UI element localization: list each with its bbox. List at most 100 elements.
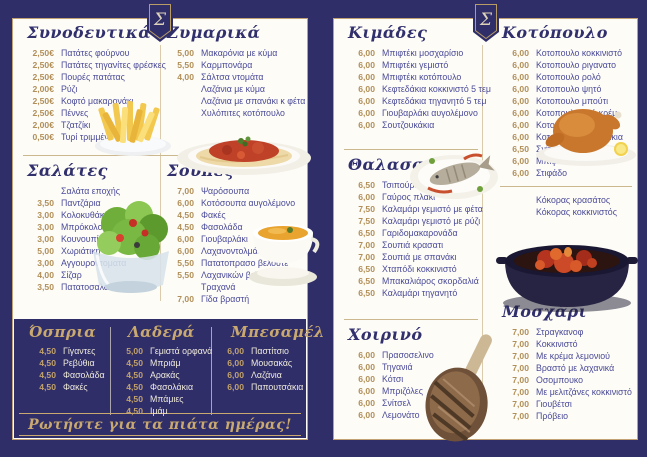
menu-item: 6,00 Λαχανοντολμάδες — [167, 246, 309, 258]
menu-item: 6,00 Γιουβαρλάκι — [167, 234, 309, 246]
section-items-synodeftika: 2,50€ Πατάτες φούρνου 2,50€ Πατάτες τηγανίτ… — [27, 48, 166, 144]
menu-item-label: Οσομπουκο — [536, 375, 584, 385]
menu-item-price: 4,50 — [177, 210, 194, 220]
menu-item-label: Λαζάνια με σπανάκι κ φέτα — [201, 96, 306, 106]
menu-item-price: 6,00 — [358, 374, 375, 384]
menu-item-label: Κουνουπίδι — [61, 234, 106, 244]
section-items-soupes: 7,00 Ψαρόσουπα 6,00 Κοτόσουπα αυγολέμονο 4,5… — [167, 186, 309, 306]
menu-item-label: Κεφτεδάκια τηγανητό 5 τεμ — [382, 96, 487, 106]
section-kotopoulo-extras: Κόκορας κρασάτος Κόκορας κοκκινιστός — [502, 195, 636, 219]
menu-item-price: 6,00 — [177, 234, 194, 244]
menu-item-label: Φασολάδα — [201, 222, 243, 232]
soup-bowl-photo — [245, 197, 321, 289]
section-items-kotopoulo-extras: Κόκορας κρασάτος Κόκορας κοκκινιστός — [502, 195, 636, 219]
sigma-letter: Σ — [153, 10, 167, 30]
menu-item: Κόκορας κοκκινιστός — [502, 207, 636, 219]
menu-item-label: Κοτοπουλο μπούτι — [536, 96, 609, 106]
menu-item-price: 5,00 — [126, 346, 143, 356]
menu-item-price: 4,50 — [39, 358, 56, 368]
bottom-column-divider — [211, 327, 212, 415]
menu-item: Λαζάνια με κύμα — [167, 84, 307, 96]
menu-page-right: Σ Κιμάδες 6,00 Μπιφτέκι μοσχαρίσιο 6,00 Μπι… — [333, 2, 638, 442]
menu-item-price: 4,50 — [177, 222, 194, 232]
menu-item-price: 7,00 — [358, 240, 375, 250]
menu-item-label: Κεφτεδάκια κοκκινιστό 5 τεμ — [382, 84, 491, 94]
menu-item-price: 6,00 — [512, 96, 529, 106]
menu-item-price: 6,00 — [512, 60, 529, 70]
menu-item-label: Γιουβαρλάκι — [201, 234, 248, 244]
menu-item-label: Σίζαρ — [61, 270, 82, 280]
menu-item: 6,00 Σουτζουκάκια — [348, 120, 486, 132]
menu-item-label: Τυρί τριμμένο — [61, 132, 114, 142]
menu-item: 4,00 Σίζαρ — [27, 270, 163, 282]
menu-item: Λαζάνια με σπανάκι κ φέτα — [167, 96, 307, 108]
menu-item-price: 3,00 — [37, 210, 54, 220]
menu-item-label: Κότσι — [382, 374, 404, 384]
menu-item: 3,00 Κουνουπίδι — [27, 234, 163, 246]
menu-item: 4,50 Φακές — [29, 382, 109, 394]
menu-item-label: Με μελιτζάνες κοκκινιστό — [536, 387, 632, 397]
section-items-mosxari: 7,00 Στραγκανοφ 7,00 Κοκκινιστό 7,00 Με κρέμα… — [502, 327, 636, 423]
menu-item-label: Κοφτό μακαρονάκι — [61, 96, 134, 106]
section-title-xoirino: Χοιρινό — [348, 325, 423, 344]
menu-item: 7,00 Με μελιτζάνες κοκκινιστό — [502, 387, 636, 399]
menu-item-price: 4,50 — [126, 406, 143, 416]
french-fries-photo — [93, 99, 173, 157]
bottom-column-divider — [110, 327, 111, 415]
section-title-kotopoulo: Κοτόπουλο — [502, 23, 608, 42]
menu-item-label: Μπακαλιάρος σκορδαλιά — [382, 276, 479, 286]
menu-item-label: Παντζάρια — [61, 198, 101, 208]
menu-item-label: Κοτόσουπα αυγολέμονο — [201, 198, 296, 208]
red-stew-pot-photo — [496, 219, 638, 315]
section-divider-line — [23, 155, 299, 156]
menu-item: 4,50 Μπριάμ — [116, 358, 208, 370]
menu-item: 2,50€ Κοφτό μακαρονάκι — [27, 96, 163, 108]
menu-item-label: Φακές — [201, 210, 226, 220]
menu-item-price: 6,00 — [512, 120, 529, 130]
menu-item: 6,00 Στιφάδο — [502, 168, 636, 180]
section-items-salates: Σαλάτα εποχής 3,50 Παντζάρια 3,00 Κολοκυθάκι… — [27, 186, 163, 294]
menu-item: 4,50 Φασολάδα — [167, 222, 309, 234]
menu-item-price: 5,50 — [177, 270, 194, 280]
menu-item-label: Μπιφτέκι κοτόπουλο — [382, 72, 462, 82]
grilled-fish-photo — [408, 143, 500, 205]
menu-item-label: Πρόβειο — [536, 411, 569, 421]
menu-item-price: 5,50 — [177, 258, 194, 268]
menu-item-label: Καλαμάρι γεμιστό με φέτα — [382, 204, 483, 214]
menu-item: 4,50 Φασολάδα — [29, 370, 109, 382]
menu-item-label: Μπριάμ — [150, 358, 181, 368]
menu-item: 4,50 Ιμάμ — [116, 406, 208, 418]
menu-item: 2,00€ Ρύζι — [27, 84, 163, 96]
menu-item-price: 6,50 — [358, 288, 375, 298]
menu-item-price: 6,00 — [358, 48, 375, 58]
section-mpesamel: Μπεσαμέλ 6,00 Παστίτσιο 6,00 Μουσακάς 6,00 Λα… — [217, 323, 325, 394]
menu-item-price: 3,00 — [37, 222, 54, 232]
menu-item-label: Ψαρόσουπα — [201, 186, 250, 196]
menu-item-label: Γιουβαρλάκι αυγολέμονο — [382, 108, 478, 118]
menu-item: 5,50 Καρμπονάρα — [167, 60, 307, 72]
section-ladera: Λαδερά 5,00 Γεμιστά ορφανά 4,50 Μπριάμ 4,50 Α… — [116, 323, 212, 418]
menu-item: 3,50 Παντζάρια — [27, 198, 163, 210]
menu-item: 5,50 Πατατοπρασο βελουτε — [167, 258, 309, 270]
menu-item-label: Κοτοπουλο κοκκινιστό — [536, 48, 622, 58]
menu-item-price: 6,00 — [227, 382, 244, 392]
menu-item-label: Πατάτες τηγανίτες φρέσκες — [61, 60, 166, 70]
menu-item-price: 6,50 — [358, 180, 375, 190]
menu-item-price: 2,50€ — [32, 108, 54, 118]
menu-item: 6,00 Σνίτσελ — [348, 398, 482, 410]
center-column-divider — [482, 45, 483, 421]
menu-item-price: 3,50 — [37, 198, 54, 208]
menu-item-price: 4,50 — [126, 358, 143, 368]
menu-item: 6,00 Μπιφτέκι μοσχαρίσιο — [348, 48, 486, 60]
menu-item-label: Γεμιστά ορφανά — [150, 346, 213, 356]
menu-item: Κόκορας κρασάτος — [502, 195, 636, 207]
menu-item-price: 7,00 — [512, 339, 529, 349]
menu-item: 6,00 Κεφτεδάκια κοκκινιστό 5 τεμ — [348, 84, 491, 96]
section-kimades: Κιμάδες 6,00 Μπιφτέκι μοσχαρίσιο 6,00 Μπιφτ… — [348, 23, 491, 132]
menu-item: 6,50 Τσιπούρα — [348, 180, 488, 192]
section-title-mpesamel: Μπεσαμέλ — [231, 323, 325, 341]
menu-item: 6,00 Κοτόσουπα αυγολέμονο — [167, 198, 309, 210]
menu-item-label: Στιφάδο — [536, 168, 568, 178]
menu-item-price: 6,00 — [358, 96, 375, 106]
menu-item: 4,50 Αρακάς — [116, 370, 208, 382]
